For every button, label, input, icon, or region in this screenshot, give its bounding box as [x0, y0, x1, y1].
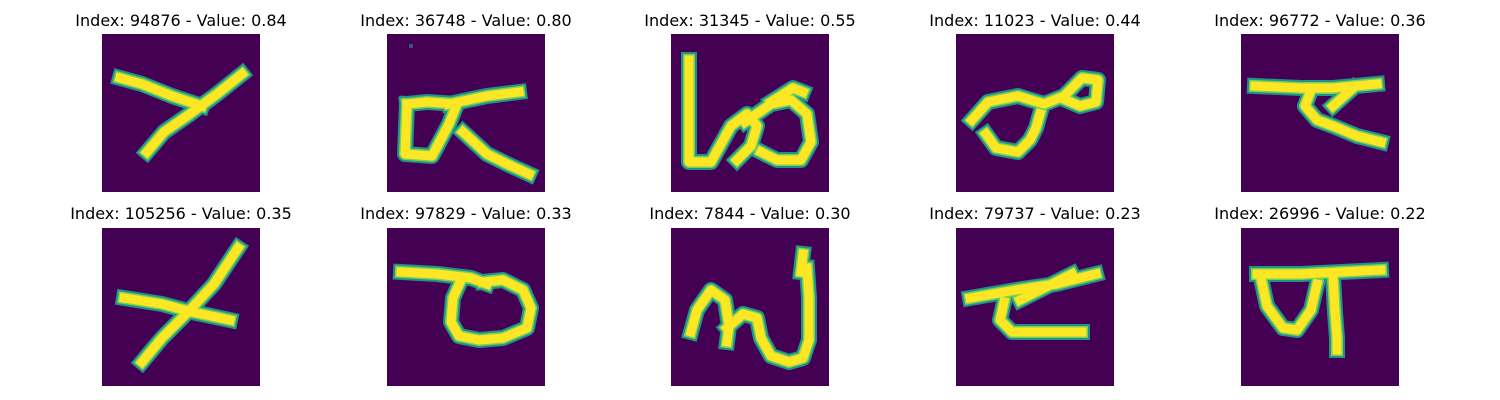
- glyph-1: [110, 62, 254, 164]
- title-panel-9: Index: 79737 - Value: 0.23: [929, 204, 1141, 223]
- image-panel-5: [1241, 34, 1399, 192]
- image-panel-6: [102, 228, 260, 386]
- glyph-4: [960, 70, 1106, 160]
- title-panel-8: Index: 7844 - Value: 0.30: [649, 204, 851, 223]
- glyph-5: [1246, 75, 1391, 152]
- glyph-3: [681, 52, 819, 172]
- glyph-9: [960, 263, 1106, 340]
- image-panel-9: [956, 228, 1114, 386]
- image-panel-7: [387, 228, 545, 386]
- title-panel-7: Index: 97829 - Value: 0.33: [360, 204, 572, 223]
- image-panel-8: [671, 228, 829, 386]
- image-panel-4: [956, 34, 1114, 192]
- title-panel-6: Index: 105256 - Value: 0.35: [70, 204, 292, 223]
- glyph-10: [1249, 261, 1390, 358]
- title-panel-5: Index: 96772 - Value: 0.36: [1214, 11, 1426, 30]
- title-panel-2: Index: 36748 - Value: 0.80: [360, 11, 572, 30]
- title-panel-10: Index: 26996 - Value: 0.22: [1214, 204, 1426, 223]
- glyph-2: [397, 44, 540, 185]
- glyph-6: [114, 236, 250, 374]
- title-panel-3: Index: 31345 - Value: 0.55: [644, 11, 856, 30]
- glyph-8: [681, 245, 817, 370]
- image-panel-3: [671, 34, 829, 192]
- glyph-7: [392, 263, 539, 348]
- image-panel-1: [102, 34, 260, 192]
- title-panel-1: Index: 94876 - Value: 0.84: [75, 11, 287, 30]
- title-panel-4: Index: 11023 - Value: 0.44: [929, 11, 1141, 30]
- image-panel-10: [1241, 228, 1399, 386]
- image-panel-2: [387, 34, 545, 192]
